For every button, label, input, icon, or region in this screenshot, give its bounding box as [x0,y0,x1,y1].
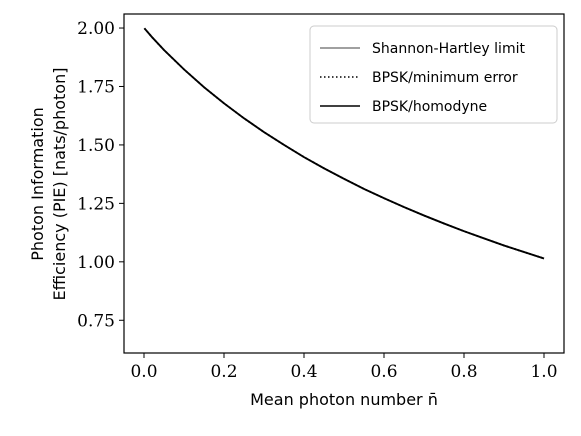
x-tick-label: 1.0 [530,362,557,382]
y-axis-label-line-1: Photon Information [28,107,47,260]
y-tick-label: 1.25 [77,194,115,214]
legend-label-shannon-hartley: Shannon-Hartley limit [372,41,525,57]
x-tick-label: 0.0 [130,362,157,382]
series-line-bpsk-homodyne [143,27,545,260]
series-lines [143,27,545,260]
legend-label-bpsk-minimum-error: BPSK/minimum error [372,70,518,86]
y-tick-label: 2.00 [77,19,115,39]
x-tick-label: 0.4 [290,362,317,382]
x-tick-label: 0.6 [370,362,397,382]
x-axis-label: Mean photon number n̄ [250,390,438,409]
y-tick-label: 1.50 [77,136,115,156]
x-tick-label: 0.8 [450,362,477,382]
y-axis: 0.75 1.00 1.25 1.50 1.75 2.00 [77,19,124,331]
legend: Shannon-Hartley limit BPSK/minimum error… [309,25,558,124]
y-tick-label: 1.00 [77,253,115,273]
x-tick-label: 0.2 [210,362,237,382]
y-tick-label: 0.75 [77,311,115,331]
y-axis-label-line-2: Efficiency (PIE) [nats/photon] [50,68,69,301]
legend-label-bpsk-homodyne: BPSK/homodyne [372,99,487,115]
x-axis: 0.0 0.2 0.4 0.6 0.8 1.0 [130,353,558,382]
plot-frame [123,13,565,354]
y-tick-label: 1.75 [77,77,115,97]
legend-frame [309,25,558,124]
